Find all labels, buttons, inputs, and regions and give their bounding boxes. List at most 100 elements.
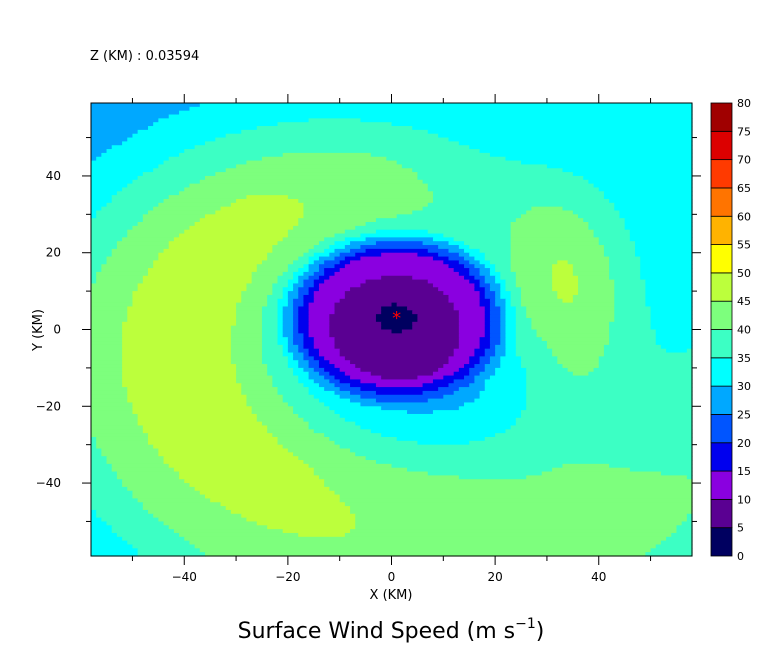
contour-cell xyxy=(91,502,144,507)
contour-cell xyxy=(293,410,336,415)
contour-cell xyxy=(329,245,346,250)
contour-cell xyxy=(132,402,248,407)
contour-cell xyxy=(495,268,512,273)
x-axis-label: X (KM) xyxy=(370,588,413,603)
contour-cell xyxy=(132,179,201,185)
contour-cell xyxy=(147,271,253,277)
contour-cell xyxy=(220,502,346,507)
contour-cell xyxy=(510,260,558,265)
contour-cell xyxy=(230,356,263,361)
contour-cell xyxy=(230,509,351,515)
contour-cell xyxy=(686,513,693,519)
contour-cell xyxy=(96,275,144,281)
contour-cell xyxy=(91,302,134,308)
contour-cell xyxy=(381,433,496,438)
contour-cell xyxy=(515,344,548,350)
contour-cell xyxy=(132,410,253,415)
contour-cell xyxy=(122,325,232,331)
contour-cell xyxy=(91,463,113,469)
contour-cell xyxy=(515,317,532,323)
contour-cell xyxy=(91,402,134,407)
contour-cell xyxy=(91,187,123,192)
contour-cell xyxy=(251,406,294,411)
contour-cell xyxy=(510,302,522,308)
contour-cell xyxy=(521,364,564,369)
contour-cell xyxy=(583,175,693,181)
contour-cell xyxy=(479,360,491,365)
contour-cell xyxy=(132,406,253,411)
contour-cell xyxy=(127,233,180,238)
contour-cell xyxy=(293,356,305,361)
contour-cell xyxy=(267,294,284,300)
contour-cell xyxy=(91,222,139,227)
contour-cell xyxy=(282,329,294,334)
colorbar-swatch xyxy=(710,527,733,557)
contour-cell xyxy=(515,417,693,423)
contour-cell xyxy=(640,256,693,261)
contour-cell xyxy=(116,475,180,480)
contour-cell xyxy=(526,387,693,392)
contour-cell xyxy=(230,352,263,357)
contour-cell xyxy=(282,306,294,311)
contour-cell xyxy=(308,306,336,311)
contour-cell xyxy=(111,467,175,473)
contour-cell xyxy=(365,279,429,285)
contour-cell xyxy=(91,291,134,296)
contour-cell xyxy=(464,256,475,261)
contour-cell xyxy=(91,206,102,212)
contour-cell xyxy=(127,137,216,142)
contour-cell xyxy=(521,302,615,308)
contour-cell xyxy=(510,298,522,304)
contour-cell xyxy=(308,333,330,338)
contour-cell xyxy=(495,298,507,304)
contour-cell xyxy=(412,310,460,315)
contour-cell xyxy=(609,256,641,261)
contour-cell xyxy=(453,371,470,377)
contour-cell xyxy=(137,421,263,427)
contour-cell xyxy=(489,341,501,346)
contour-cell xyxy=(267,256,299,261)
contour-cell xyxy=(246,398,284,404)
contour-cell xyxy=(303,352,310,357)
contour-cell xyxy=(91,210,97,215)
contour-cell xyxy=(350,375,382,381)
contour-cell xyxy=(287,402,325,407)
contour-cell xyxy=(650,314,693,319)
contour-cell xyxy=(96,513,154,519)
contour-cell xyxy=(432,198,610,204)
contour-cell xyxy=(458,310,486,315)
contour-cell xyxy=(147,440,279,446)
contour-cell xyxy=(515,275,553,281)
contour-cell xyxy=(298,348,310,354)
contour-cell xyxy=(116,245,170,250)
contour-cell xyxy=(521,360,558,365)
contour-cell xyxy=(293,325,299,331)
contour-cell xyxy=(261,356,289,361)
contour-cell xyxy=(500,317,507,323)
contour-cell xyxy=(308,390,336,396)
contour-cell xyxy=(313,245,330,250)
contour-cell xyxy=(215,172,418,177)
contour-cell xyxy=(603,344,662,350)
contour-cell xyxy=(91,544,134,549)
contour-cell xyxy=(91,126,149,131)
contour-cell xyxy=(484,294,496,300)
contour-cell xyxy=(91,509,97,515)
contour-cell xyxy=(474,352,486,357)
contour-cell xyxy=(598,364,693,369)
contour-cell xyxy=(609,275,641,281)
contour-cell xyxy=(122,341,232,346)
contour-cell xyxy=(381,275,413,281)
contour-cell xyxy=(531,321,610,327)
contour-cell xyxy=(500,275,517,281)
contour-cell xyxy=(282,317,294,323)
contour-cell xyxy=(417,440,470,446)
contour-cell xyxy=(443,394,481,400)
y-tick-label: 40 xyxy=(46,169,61,183)
contour-cell xyxy=(489,375,527,381)
contour-cell xyxy=(381,375,419,381)
contour-cell xyxy=(230,360,263,365)
contour-cell xyxy=(153,260,263,265)
contour-cell xyxy=(91,337,123,342)
colorbar-swatch xyxy=(710,244,733,274)
